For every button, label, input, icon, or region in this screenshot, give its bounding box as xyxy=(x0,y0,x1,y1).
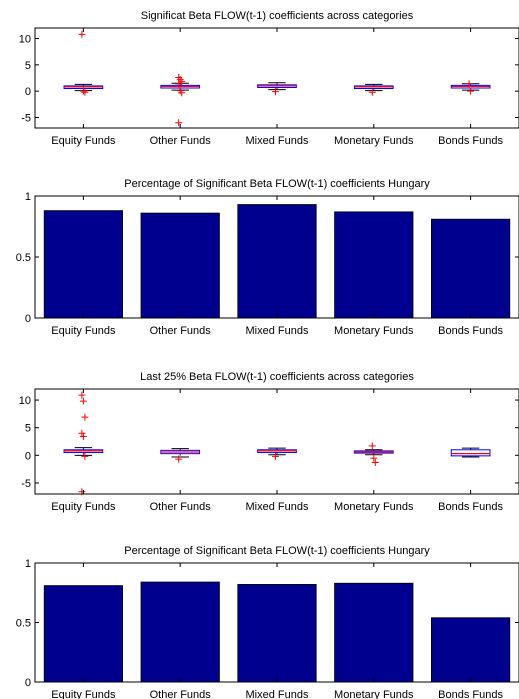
chart-title: Last 25% Beta FLOW(t-1) coefficients acr… xyxy=(140,371,414,383)
y-tick-label: 0.5 xyxy=(16,252,31,264)
outlier-point xyxy=(370,454,378,462)
chart-title: Percentage of Significant Beta FLOW(t-1)… xyxy=(124,545,430,557)
x-tick-label: Monetary Funds xyxy=(334,689,414,699)
y-tick-label: 0 xyxy=(25,313,31,325)
axes-frame xyxy=(34,27,519,129)
box-2 xyxy=(160,73,201,127)
box-2 xyxy=(160,448,201,463)
box-4 xyxy=(353,442,394,466)
outlier-point xyxy=(175,80,183,88)
box-iqr xyxy=(450,449,491,457)
x-tick-label: Equity Funds xyxy=(51,689,116,699)
outlier-point xyxy=(467,87,475,95)
bar-4 xyxy=(334,211,414,319)
y-tick-label: 5 xyxy=(25,60,31,72)
box-4 xyxy=(353,83,394,96)
outlier-point xyxy=(78,429,86,437)
chart-title: Significat Beta FLOW(t-1) coefficients a… xyxy=(141,10,414,22)
outlier-point xyxy=(272,452,279,460)
outlier-point xyxy=(178,89,186,97)
x-tick-label: Mixed Funds xyxy=(246,689,309,699)
box-3 xyxy=(257,82,297,96)
box-1 xyxy=(63,391,104,496)
y-tick-label: 0 xyxy=(25,677,31,689)
outlier-point xyxy=(78,391,86,399)
chart-panel-4: Percentage of Significant Beta FLOW(t-1)… xyxy=(16,545,519,699)
outlier-point xyxy=(79,397,87,405)
outlier-point xyxy=(368,88,376,96)
y-tick-label: 1 xyxy=(25,558,31,570)
x-tick-label: Mixed Funds xyxy=(246,325,309,337)
bar-2 xyxy=(140,581,220,683)
bar-1 xyxy=(43,585,124,683)
bar-5 xyxy=(430,617,511,683)
outlier-point xyxy=(465,80,473,88)
y-tick-label: 0 xyxy=(25,450,31,462)
x-tick-label: Monetary Funds xyxy=(334,135,414,147)
bar-1 xyxy=(43,210,124,319)
y-tick-label: 5 xyxy=(25,423,31,435)
box-5 xyxy=(450,447,491,458)
outlier-point xyxy=(79,433,87,441)
x-tick-label: Bonds Funds xyxy=(438,501,503,513)
outlier-point xyxy=(175,455,183,463)
y-tick-label: 10 xyxy=(19,34,31,46)
y-tick-label: -5 xyxy=(21,112,31,124)
x-tick-label: Bonds Funds xyxy=(438,135,503,147)
axes-frame xyxy=(34,388,519,495)
bar-2 xyxy=(140,212,220,319)
x-tick-label: Other Funds xyxy=(150,501,212,513)
y-tick-label: 0 xyxy=(25,86,31,98)
outlier-point xyxy=(81,413,89,421)
chart-panel-3: Last 25% Beta FLOW(t-1) coefficients acr… xyxy=(19,371,519,513)
outlier-point xyxy=(368,442,376,450)
box-1 xyxy=(63,30,104,96)
x-tick-label: Monetary Funds xyxy=(334,325,414,337)
outlier-point xyxy=(371,459,379,466)
outlier-point xyxy=(81,88,89,96)
outlier-point xyxy=(78,30,86,38)
outlier-point xyxy=(175,119,183,127)
outlier-point xyxy=(272,88,279,96)
chart-panel-1: Significat Beta FLOW(t-1) coefficients a… xyxy=(19,10,519,147)
x-tick-label: Equity Funds xyxy=(51,135,116,147)
x-tick-label: Bonds Funds xyxy=(438,689,503,699)
x-tick-label: Other Funds xyxy=(150,325,212,337)
bar-4 xyxy=(334,582,414,683)
bar-3 xyxy=(237,204,317,319)
outlier-point xyxy=(81,452,89,460)
x-tick-label: Other Funds xyxy=(150,689,212,699)
chart-panel-2: Percentage of Significant Beta FLOW(t-1)… xyxy=(16,178,519,337)
bar-5 xyxy=(430,218,511,319)
x-tick-label: Bonds Funds xyxy=(438,325,503,337)
x-tick-label: Monetary Funds xyxy=(334,501,414,513)
x-tick-label: Equity Funds xyxy=(51,325,116,337)
x-tick-label: Mixed Funds xyxy=(246,501,309,513)
outlier-point xyxy=(79,87,87,95)
y-tick-label: 1 xyxy=(25,191,31,203)
chart-title: Percentage of Significant Beta FLOW(t-1)… xyxy=(124,178,430,190)
box-3 xyxy=(257,447,297,460)
x-tick-label: Mixed Funds xyxy=(246,135,309,147)
x-tick-label: Equity Funds xyxy=(51,501,116,513)
box-5 xyxy=(450,80,491,95)
y-tick-label: 0.5 xyxy=(16,618,31,630)
x-tick-label: Other Funds xyxy=(150,135,212,147)
bar-3 xyxy=(237,584,317,683)
y-tick-label: -5 xyxy=(21,478,31,490)
y-tick-label: 10 xyxy=(19,395,31,407)
